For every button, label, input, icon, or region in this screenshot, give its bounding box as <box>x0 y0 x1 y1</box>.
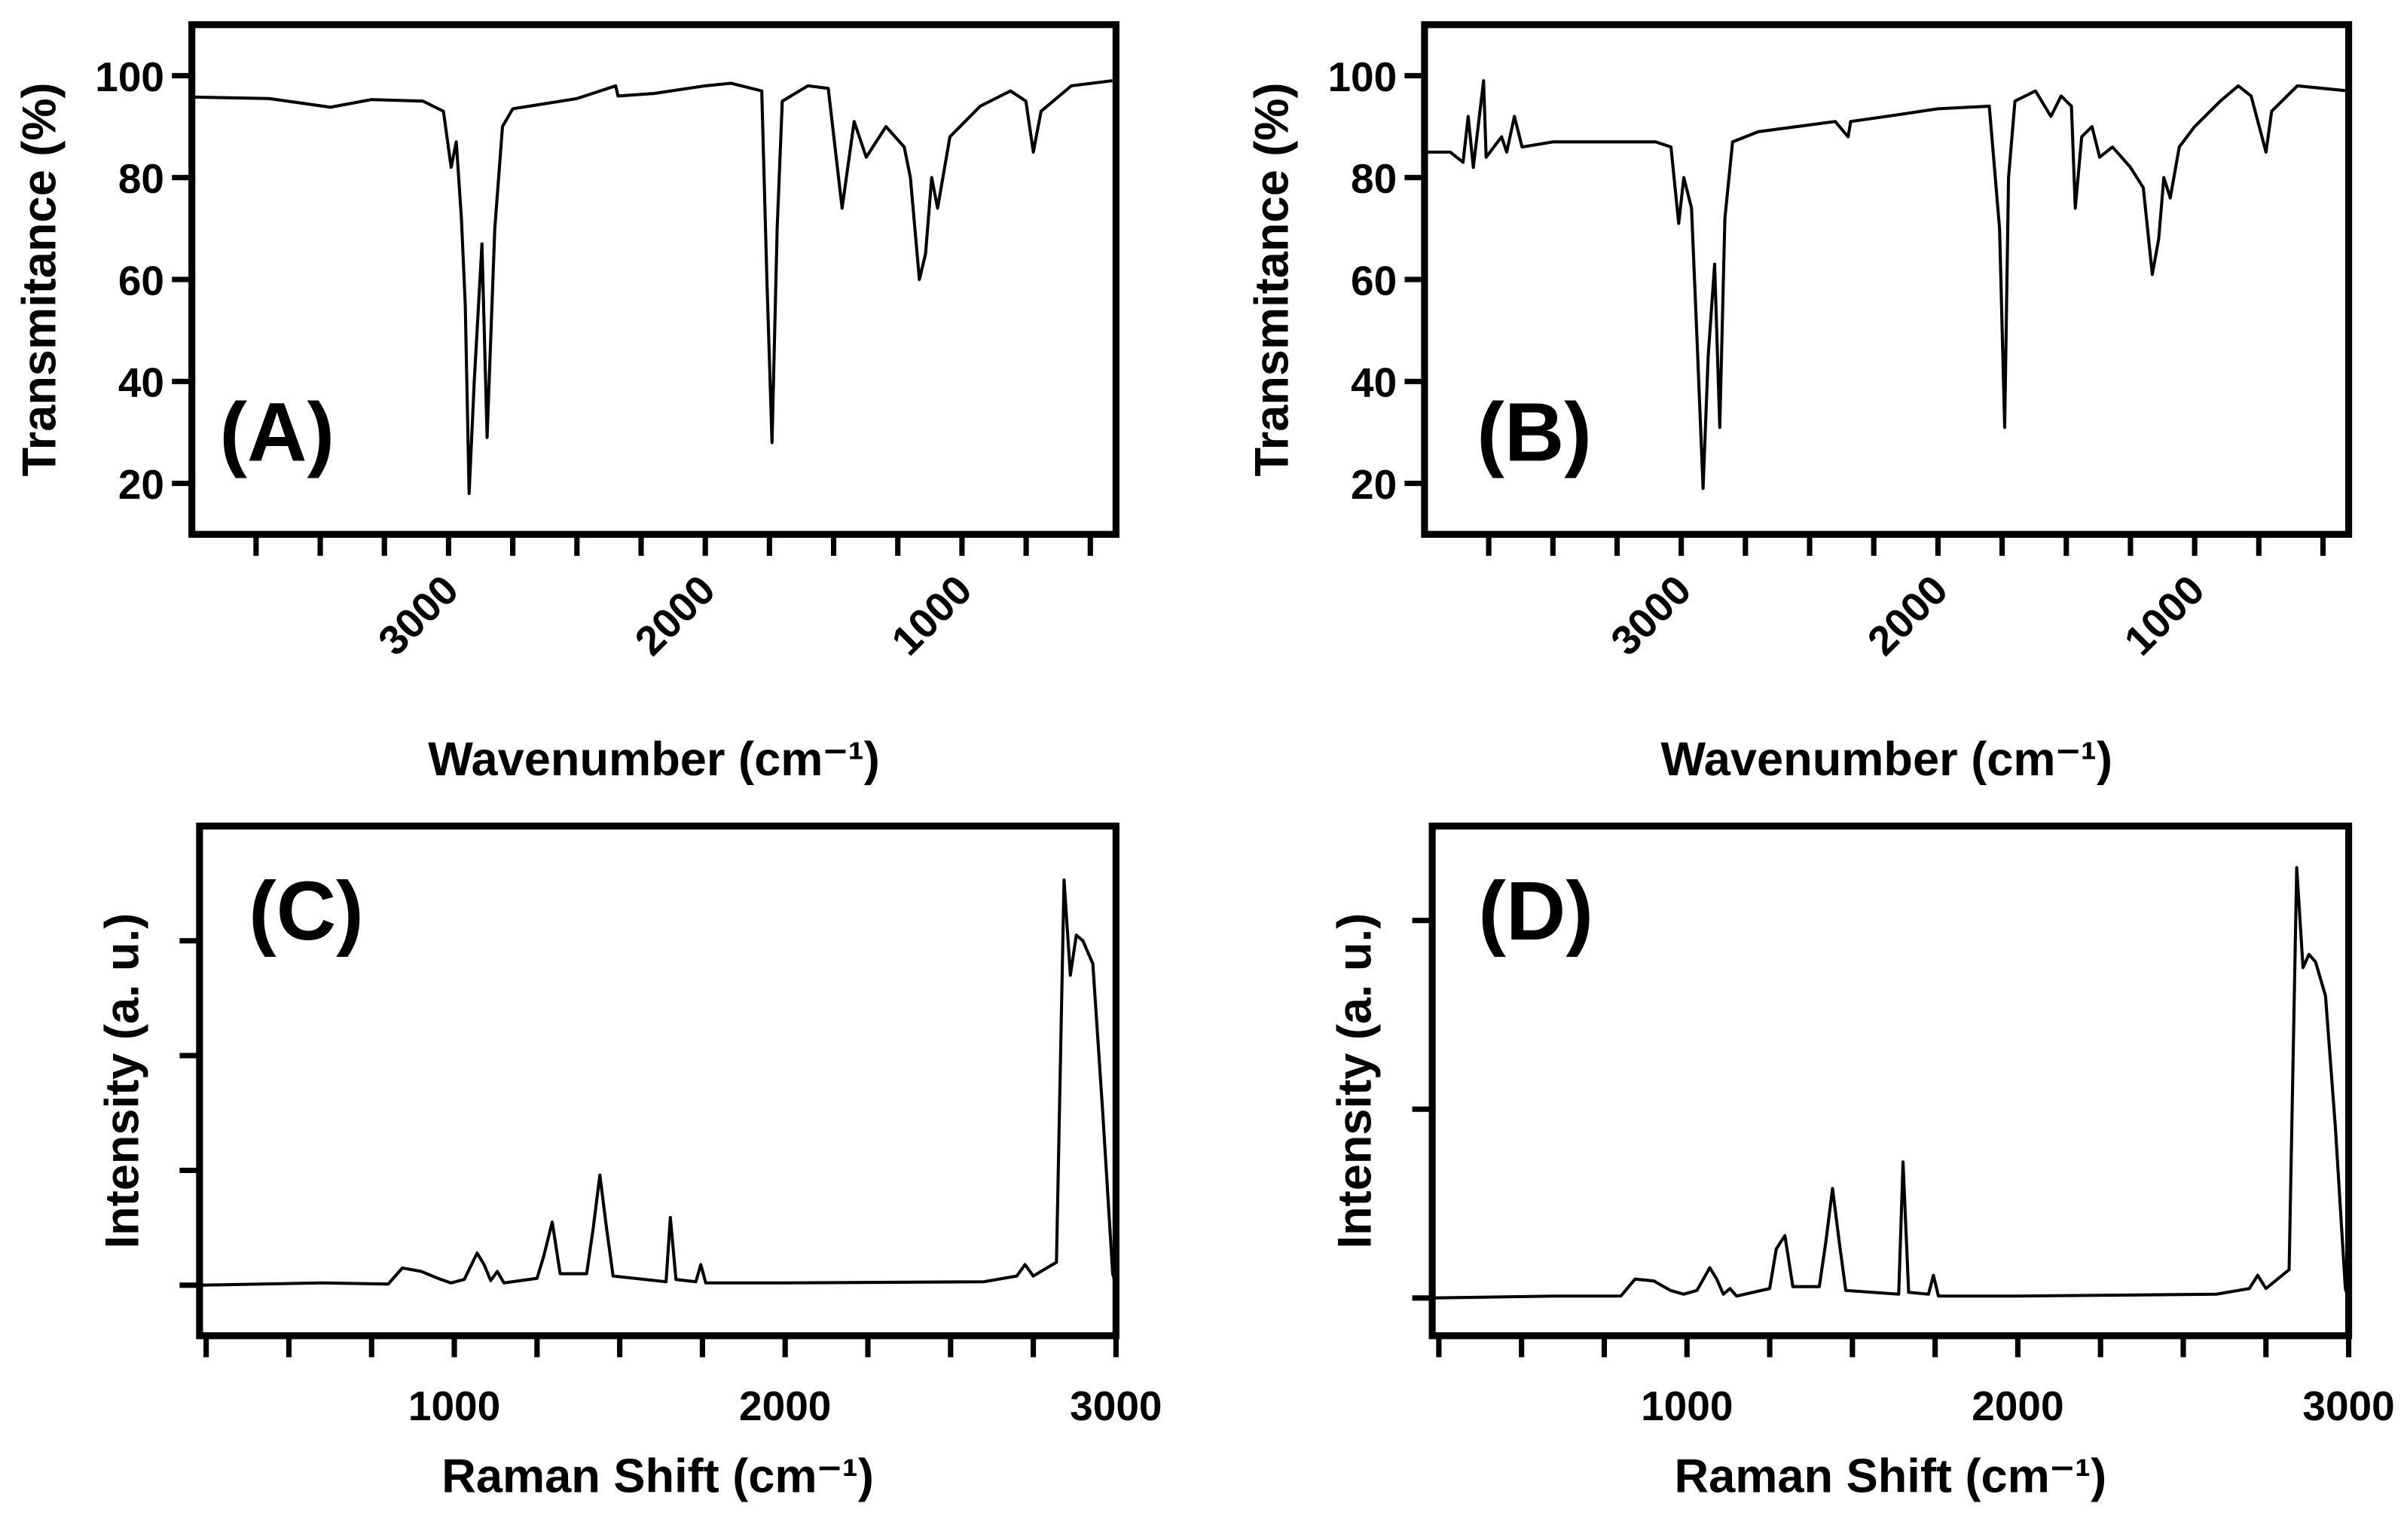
panel: 20 40 60 80 100 3000 2000 1000 Wavenumber (cm⁻¹)… <box>1246 21 2353 786</box>
x-axis-label: Wavenumber (cm⁻¹) <box>1660 733 2112 786</box>
panel: 1000 2000 3000 Raman Shift (cm⁻¹) Intensity … <box>1329 822 2395 1503</box>
y-tick-label: 60 <box>1351 257 1397 304</box>
y-tick-label: 40 <box>1351 359 1397 406</box>
plot-area <box>1432 866 2349 1300</box>
x-tick-label: 2000 <box>739 1383 831 1429</box>
y-tick-label: 20 <box>118 461 164 508</box>
x-axis-label: Raman Shift (cm⁻¹) <box>441 1450 874 1503</box>
spectrum-line <box>191 79 1113 496</box>
y-tick-label: 100 <box>95 53 164 100</box>
x-tick-label: 2000 <box>1859 566 1956 664</box>
x-tick-label: 1000 <box>1641 1383 1733 1429</box>
y-axis-label: Intensity (a. u.) <box>96 913 148 1249</box>
x-tick-label: 1000 <box>882 566 980 664</box>
x-tick-label: 3000 <box>1070 1383 1162 1429</box>
plot-area <box>191 79 1113 496</box>
y-tick-label: 80 <box>1351 155 1397 202</box>
x-tick-label: 1000 <box>2115 566 2213 664</box>
x-axis-label: Wavenumber (cm⁻¹) <box>428 733 880 786</box>
panel-label: (C) <box>249 865 364 958</box>
x-tick-label: 2000 <box>626 566 724 664</box>
y-tick-label: 20 <box>1351 461 1397 508</box>
frame <box>196 822 1119 1340</box>
plot-area <box>1424 79 2349 490</box>
x-tick-label: 3000 <box>1602 566 1700 664</box>
y-tick-label: 100 <box>1327 53 1397 100</box>
y-axis-label: Transmitance (%) <box>1246 83 1299 477</box>
x-tick-label: 3000 <box>2302 1383 2394 1429</box>
y-axis-label: Intensity (a. u.) <box>1329 913 1382 1249</box>
y-tick-label: 60 <box>118 257 164 304</box>
frame <box>1428 822 2353 1340</box>
panel-label: (A) <box>219 386 334 478</box>
panel: 20 40 60 80 100 3000 2000 1000 Wavenumber (cm⁻¹)… <box>13 21 1119 786</box>
panel-label: (D) <box>1478 865 1593 958</box>
x-tick-label: 1000 <box>408 1383 500 1429</box>
y-tick-label: 40 <box>118 359 164 406</box>
spectrum-line <box>199 878 1116 1287</box>
plot-area <box>199 878 1116 1287</box>
y-axis-label: Transmitance (%) <box>13 83 66 477</box>
panel: 1000 2000 3000 Raman Shift (cm⁻¹) Intensity … <box>96 822 1162 1503</box>
y-tick-label: 80 <box>118 155 164 202</box>
spectrum-line <box>1424 79 2349 490</box>
x-tick-label: 3000 <box>369 566 467 664</box>
x-axis-label: Raman Shift (cm⁻¹) <box>1674 1450 2106 1503</box>
spectrum-line <box>1432 866 2349 1300</box>
panel-label: (B) <box>1477 386 1592 478</box>
x-tick-label: 2000 <box>1972 1383 2063 1429</box>
